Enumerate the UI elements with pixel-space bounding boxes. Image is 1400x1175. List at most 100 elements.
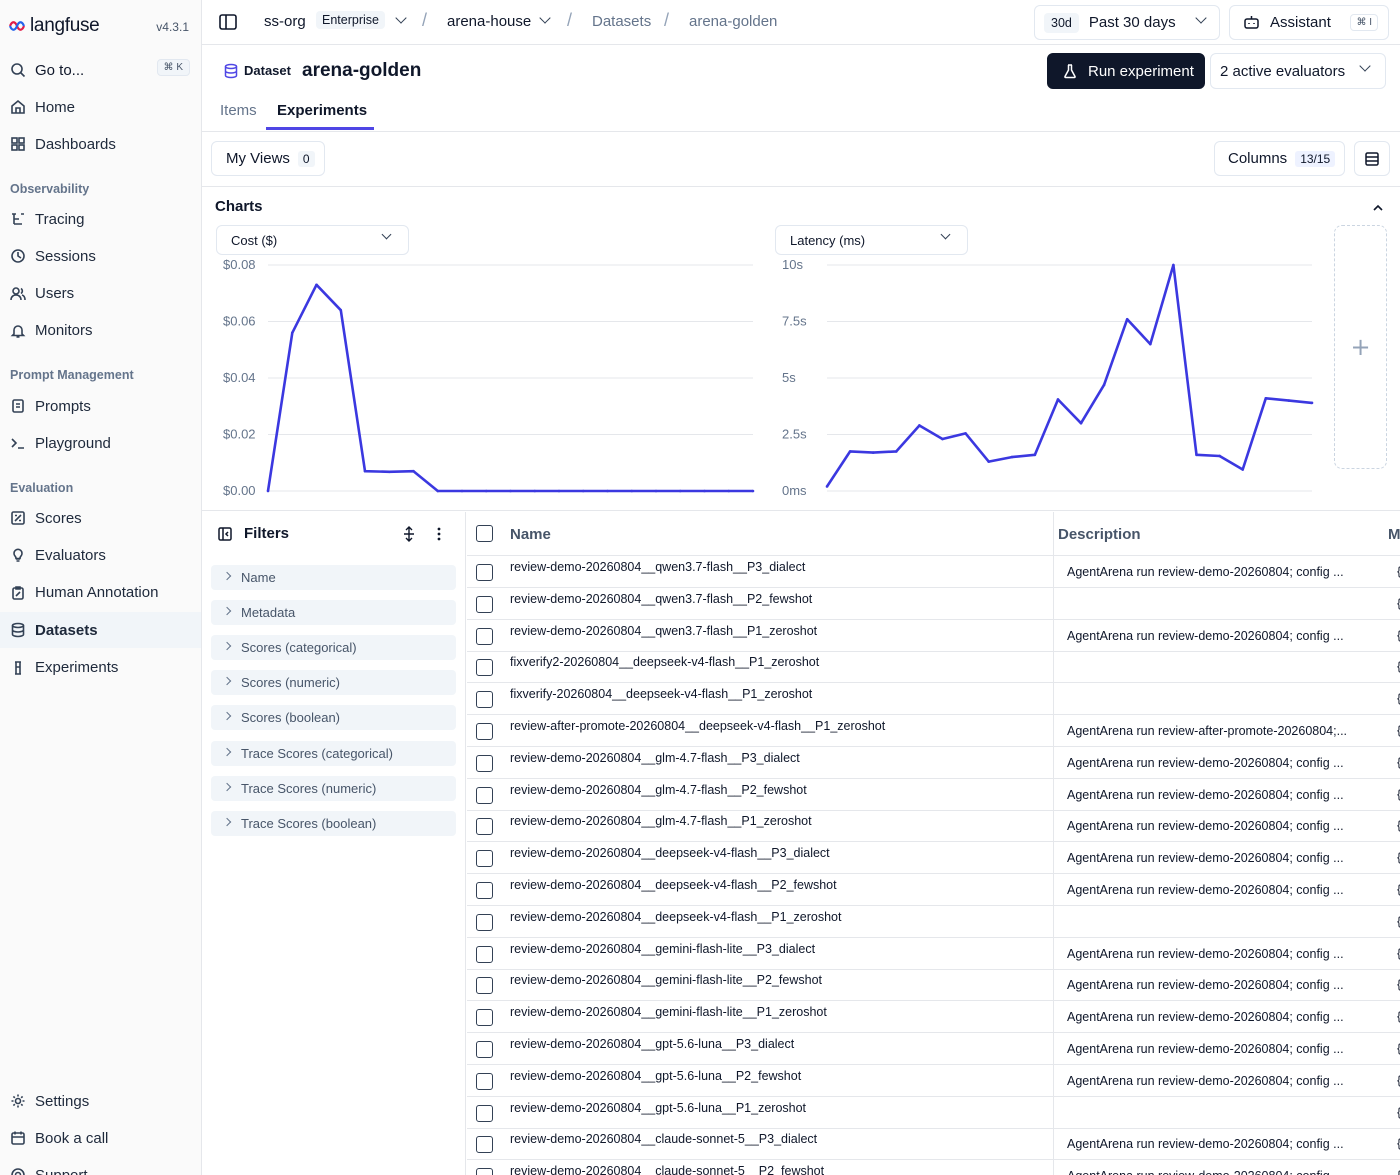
filter-metadata[interactable]: Metadata <box>211 600 456 626</box>
select-all-checkbox[interactable] <box>476 525 493 542</box>
experiment-name[interactable]: review-demo-20260804__glm-4.7-flash__P1_… <box>510 814 812 829</box>
row-checkbox[interactable] <box>476 1104 493 1122</box>
experiment-name[interactable]: review-demo-20260804__glm-4.7-flash__P3_… <box>510 750 800 765</box>
date-range-button[interactable]: 30d Past 30 days <box>1034 5 1220 40</box>
add-chart-button[interactable]: + <box>1334 225 1387 469</box>
breadcrumb-datasets[interactable]: Datasets <box>592 13 652 30</box>
column-header-name[interactable]: Name <box>510 526 551 543</box>
filter-trace-scores-boolean[interactable]: Trace Scores (boolean) <box>211 810 456 836</box>
row-checkbox[interactable] <box>476 1072 493 1090</box>
sidebar-item-evaluators[interactable]: Evaluators <box>0 537 201 573</box>
active-evaluators-dropdown[interactable]: 2 active evaluators <box>1210 53 1386 89</box>
sidebar-item-scores[interactable]: Scores <box>0 500 201 536</box>
sidebar-item-experiments[interactable]: Experiments <box>0 650 201 686</box>
project-chevron-down-icon[interactable] <box>539 12 551 24</box>
logo[interactable]: langfuse v4.3.1 <box>8 14 189 38</box>
table-row[interactable]: review-demo-20260804__glm-4.7-flash__P3_… <box>467 747 1400 779</box>
experiment-name[interactable]: review-demo-20260804__deepseek-v4-flash_… <box>510 909 842 924</box>
row-checkbox[interactable] <box>476 882 493 899</box>
row-checkbox[interactable] <box>476 1168 493 1175</box>
experiment-name[interactable]: review-demo-20260804__gpt-5.6-luna__P2_f… <box>510 1068 802 1083</box>
table-row[interactable]: review-demo-20260804__gemini-flash-lite_… <box>467 969 1400 1002</box>
sidebar-item-home[interactable]: Home <box>0 89 201 125</box>
table-row[interactable]: review-demo-20260804__gemini-flash-lite_… <box>467 938 1400 970</box>
experiment-name[interactable]: review-after-promote-20260804__deepseek-… <box>510 719 886 733</box>
table-row[interactable]: fixverify-20260804__deepseek-v4-flash__P… <box>467 683 1400 716</box>
tab-items[interactable]: Items <box>220 102 257 119</box>
row-checkbox[interactable] <box>476 850 493 868</box>
row-checkbox[interactable] <box>476 1136 493 1154</box>
row-checkbox[interactable] <box>476 564 493 581</box>
filter-trace-scores-categorical[interactable]: Trace Scores (categorical) <box>211 740 456 766</box>
row-checkbox[interactable] <box>476 1041 493 1058</box>
run-experiment-button[interactable]: Run experiment <box>1047 53 1205 89</box>
experiment-name[interactable]: review-demo-20260804__qwen3.7-flash__P2_… <box>510 591 813 606</box>
experiment-name[interactable]: review-demo-20260804__deepseek-v4-flash_… <box>510 878 837 892</box>
sidebar-item-sessions[interactable]: Sessions <box>0 238 201 274</box>
sidebar-item-prompts[interactable]: Prompts <box>0 388 201 424</box>
row-checkbox[interactable] <box>476 723 493 740</box>
org-chevron-down-icon[interactable] <box>395 12 407 24</box>
table-row[interactable]: review-demo-20260804__qwen3.7-flash__P3_… <box>467 556 1400 588</box>
row-checkbox[interactable] <box>476 754 493 772</box>
experiment-name[interactable]: fixverify-20260804__deepseek-v4-flash__P… <box>510 687 813 702</box>
table-row[interactable]: review-demo-20260804__gemini-flash-lite_… <box>467 1001 1400 1034</box>
sidebar-item-tracing[interactable]: Tracing <box>0 201 201 237</box>
experiment-name[interactable]: review-demo-20260804__glm-4.7-flash__P2_… <box>510 782 807 797</box>
row-checkbox[interactable] <box>476 627 493 645</box>
table-row[interactable]: review-demo-20260804__gpt-5.6-luna__P1_z… <box>467 1097 1400 1129</box>
sidebar-item-book-a-call[interactable]: Book a call <box>0 1120 201 1156</box>
filter-scores-boolean[interactable]: Scores (boolean) <box>211 705 456 731</box>
table-row[interactable]: review-demo-20260804__deepseek-v4-flash_… <box>467 842 1400 875</box>
experiment-name[interactable]: review-demo-20260804__claude-sonnet-5__P… <box>510 1164 825 1175</box>
sidebar-item-dashboards[interactable]: Dashboards <box>0 126 201 162</box>
table-row[interactable]: review-demo-20260804__deepseek-v4-flash_… <box>467 874 1400 906</box>
filter-scores-numeric[interactable]: Scores (numeric) <box>211 670 456 696</box>
table-row[interactable]: review-demo-20260804__qwen3.7-flash__P2_… <box>467 588 1400 620</box>
expand-all-icon[interactable] <box>401 526 417 542</box>
table-row[interactable]: review-after-promote-20260804__deepseek-… <box>467 715 1400 747</box>
sidebar-item-support[interactable]: Support <box>0 1157 201 1175</box>
table-row[interactable]: review-demo-20260804__deepseek-v4-flash_… <box>467 906 1400 938</box>
filter-name[interactable]: Name <box>211 565 456 590</box>
experiment-name[interactable]: review-demo-20260804__deepseek-v4-flash_… <box>510 846 830 861</box>
collapse-chevron-up-icon[interactable] <box>1372 201 1384 213</box>
experiment-name[interactable]: review-demo-20260804__gemini-flash-lite_… <box>510 941 816 956</box>
experiment-name[interactable]: fixverify2-20260804__deepseek-v4-flash__… <box>510 655 820 670</box>
table-row[interactable]: review-demo-20260804__glm-4.7-flash__P1_… <box>467 810 1400 843</box>
table-row[interactable]: review-demo-20260804__qwen3.7-flash__P1_… <box>467 620 1400 652</box>
chart-2-metric-select[interactable]: Latency (ms) <box>775 225 968 255</box>
column-header-metadata[interactable]: M <box>1388 526 1400 543</box>
experiment-name[interactable]: review-demo-20260804__gpt-5.6-luna__P1_z… <box>510 1100 807 1115</box>
experiment-name[interactable]: review-demo-20260804__gemini-flash-lite_… <box>510 973 822 988</box>
experiment-name[interactable]: review-demo-20260804__qwen3.7-flash__P1_… <box>510 623 818 638</box>
experiment-name[interactable]: review-demo-20260804__gpt-5.6-luna__P3_d… <box>510 1037 795 1051</box>
column-header-description[interactable]: Description <box>1058 526 1141 543</box>
experiment-name[interactable]: review-demo-20260804__claude-sonnet-5__P… <box>510 1132 818 1147</box>
row-checkbox[interactable] <box>476 595 493 613</box>
breadcrumb-org[interactable]: ss-org <box>264 13 306 30</box>
sidebar-item-monitors[interactable]: Monitors <box>0 313 201 349</box>
row-checkbox[interactable] <box>476 945 493 963</box>
table-row[interactable]: review-demo-20260804__claude-sonnet-5__P… <box>467 1128 1400 1161</box>
breadcrumb-project[interactable]: arena-house <box>447 13 532 30</box>
table-row[interactable]: review-demo-20260804__glm-4.7-flash__P2_… <box>467 779 1400 811</box>
filter-scores-categorical[interactable]: Scores (categorical) <box>211 635 456 661</box>
goto-search[interactable]: Go to... ⌘ K <box>8 56 194 84</box>
sidebar-item-human-annotation[interactable]: Human Annotation <box>0 575 201 611</box>
collapse-panel-icon[interactable] <box>217 526 233 542</box>
sidebar-item-datasets[interactable]: Datasets <box>0 612 201 649</box>
columns-button[interactable]: Columns 13/15 <box>1214 141 1345 176</box>
breadcrumb-dataset[interactable]: arena-golden <box>689 13 778 30</box>
row-checkbox[interactable] <box>476 913 493 931</box>
tab-experiments[interactable]: Experiments <box>277 102 368 119</box>
more-options-icon[interactable] <box>431 526 447 542</box>
row-checkbox[interactable] <box>476 977 493 995</box>
experiment-name[interactable]: review-demo-20260804__qwen3.7-flash__P3_… <box>510 560 806 574</box>
sidebar-item-users[interactable]: Users <box>0 276 201 312</box>
filter-trace-scores-numeric[interactable]: Trace Scores (numeric) <box>211 775 456 801</box>
table-row[interactable]: review-demo-20260804__gpt-5.6-luna__P3_d… <box>467 1033 1400 1065</box>
row-checkbox[interactable] <box>476 691 493 709</box>
row-density-button[interactable] <box>1354 141 1390 176</box>
sidebar-toggle-icon[interactable] <box>218 12 238 32</box>
